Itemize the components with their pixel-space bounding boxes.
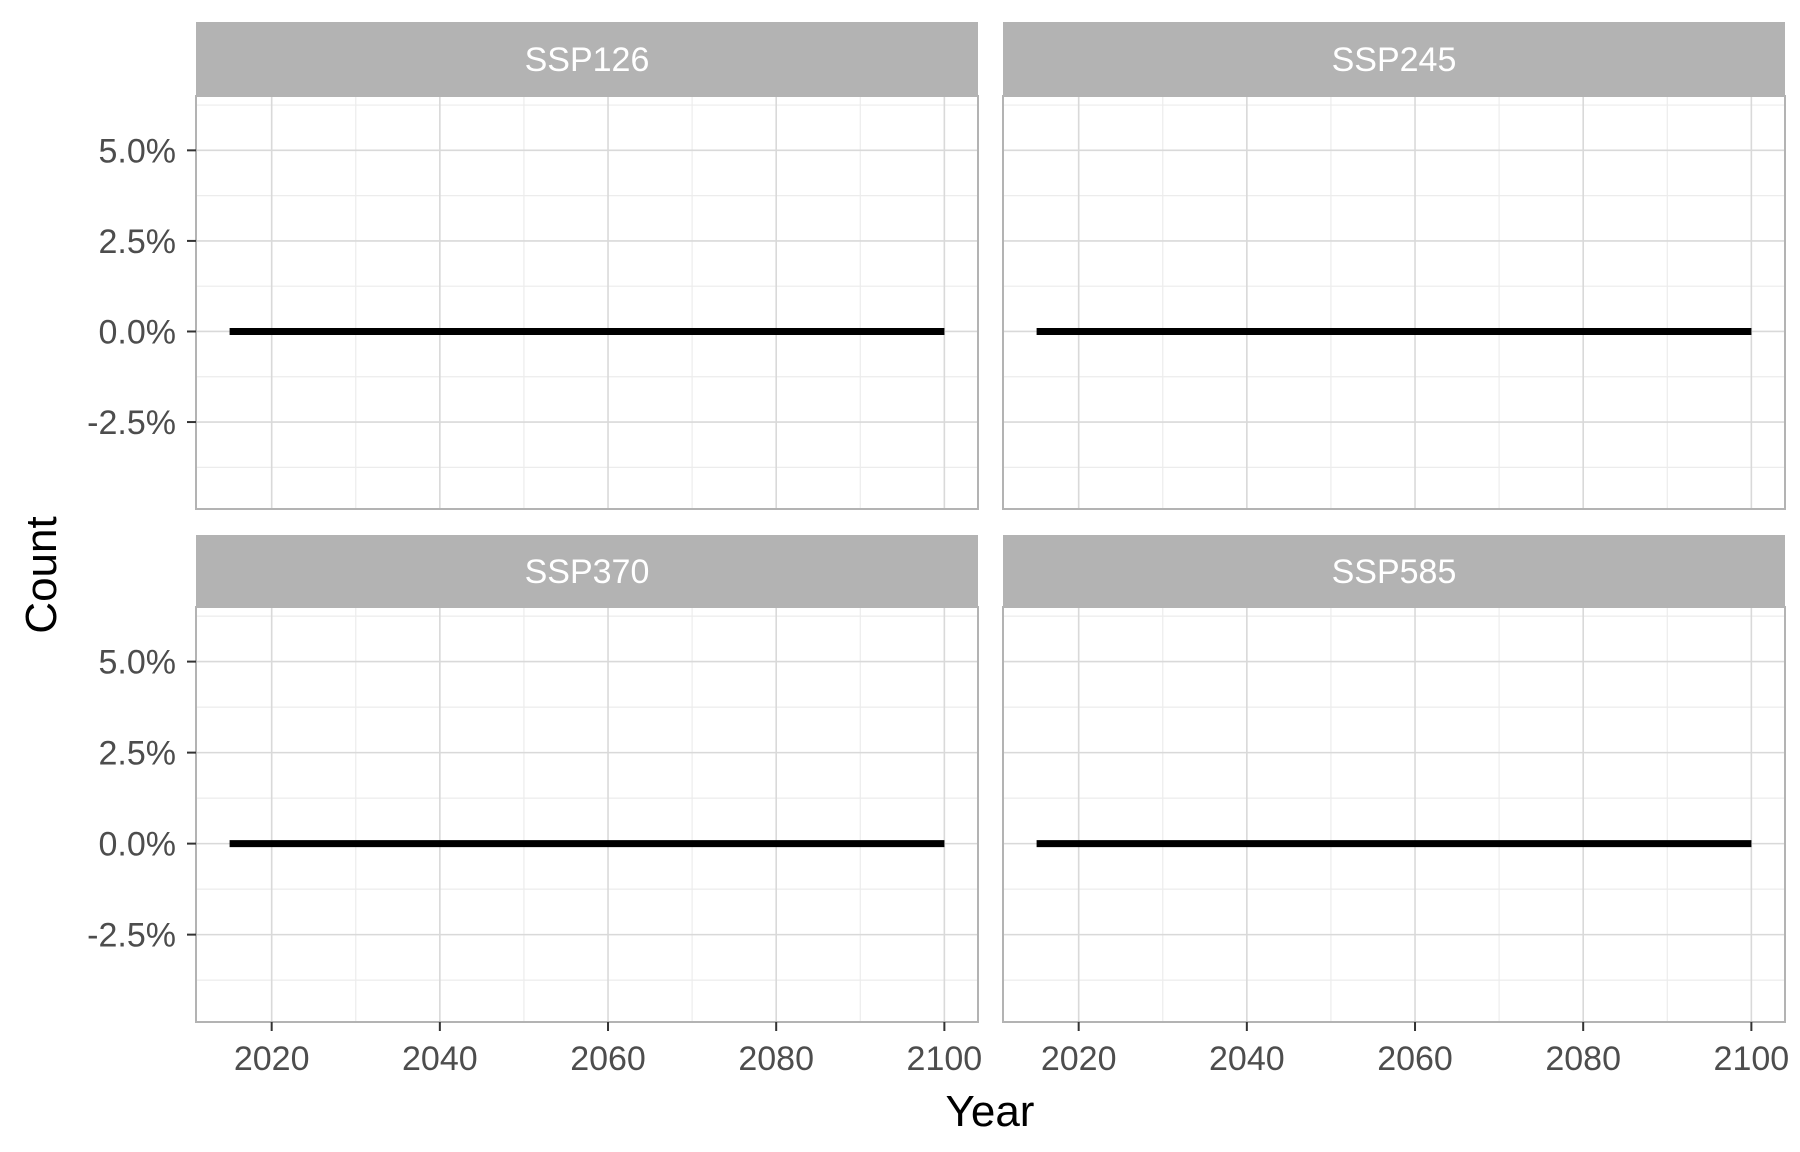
x-tick-label: 2060 [570,1040,646,1078]
facet-strip-label: SSP245 [1332,41,1457,79]
x-axis-title: Year [946,1087,1035,1136]
x-tick-label: 2020 [1041,1040,1117,1078]
y-tick-label: 0.0% [99,313,177,351]
facet-strip [196,535,978,607]
y-axis-title: Count [17,516,66,633]
facet-strip-label: SSP126 [525,41,650,79]
facet-strip [196,22,978,96]
x-tick-label: 2080 [738,1040,814,1078]
facet-strip [1003,535,1785,607]
x-tick-label: 2040 [1209,1040,1285,1078]
x-tick-label: 2100 [907,1040,983,1078]
x-tick-label: 2060 [1377,1040,1453,1078]
x-tick-label: 2080 [1545,1040,1621,1078]
y-tick-label: -2.5% [87,404,176,442]
x-tick-label: 2040 [402,1040,478,1078]
y-tick-label: 5.0% [99,132,177,170]
y-tick-label: -2.5% [87,917,176,955]
facet-strip [1003,22,1785,96]
facet-strip-label: SSP585 [1332,553,1457,591]
y-tick-label: 0.0% [99,826,177,864]
x-tick-label: 2020 [234,1040,310,1078]
x-tick-label: 2100 [1714,1040,1790,1078]
y-tick-label: 2.5% [99,735,177,773]
y-tick-label: 2.5% [99,223,177,261]
facet-strip-label: SSP370 [525,553,650,591]
y-tick-label: 5.0% [99,644,177,682]
